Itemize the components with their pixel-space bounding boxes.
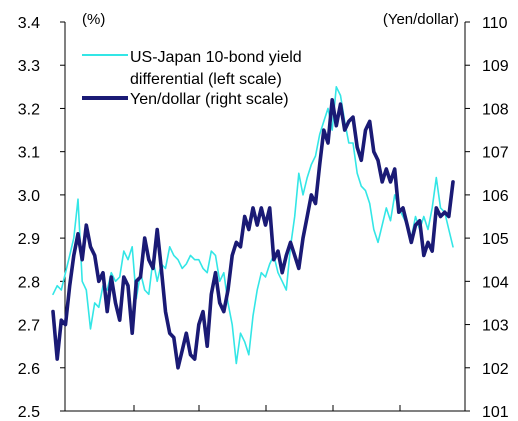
left-tick-label: 3.1 bbox=[18, 145, 40, 162]
left-tick-label: 3.0 bbox=[18, 188, 40, 205]
legend: US-Japan 10-bond yield differential (lef… bbox=[82, 49, 302, 108]
legend-label-yield-line-2: differential (left scale) bbox=[130, 71, 282, 88]
right-tick-label: 103 bbox=[482, 318, 509, 335]
left-tick-label: 3.4 bbox=[18, 15, 40, 32]
left-tick-label: 2.7 bbox=[18, 318, 40, 335]
right-tick-label: 101 bbox=[482, 404, 509, 421]
left-tick-label: 3.2 bbox=[18, 101, 40, 118]
left-tick-label: 2.9 bbox=[18, 231, 40, 248]
left-tick-group: 2.5 2.6 2.7 2.8 2.9 3.0 3.1 3.2 3.3 3.4 bbox=[18, 15, 65, 421]
right-tick-group: 101 102 103 104 105 106 107 108 109 110 bbox=[465, 15, 509, 421]
right-tick-label: 110 bbox=[482, 15, 508, 32]
axes-group bbox=[64, 22, 466, 412]
yield-differential-series-line bbox=[52, 86, 454, 365]
left-tick-label: 2.5 bbox=[18, 404, 40, 421]
right-tick-label: 107 bbox=[482, 145, 509, 162]
left-tick-label: 3.3 bbox=[18, 58, 40, 75]
right-tick-label: 105 bbox=[482, 231, 509, 248]
right-tick-label: 104 bbox=[482, 274, 509, 291]
right-tick-label: 109 bbox=[482, 58, 509, 75]
series-layer bbox=[51, 86, 455, 370]
right-tick-label: 106 bbox=[482, 188, 509, 205]
legend-label-yield-line-1: US-Japan 10-bond yield bbox=[130, 49, 302, 66]
right-tick-label: 108 bbox=[482, 101, 509, 118]
left-axis-unit-label: (%) bbox=[82, 11, 105, 28]
legend-label-yen-dollar: Yen/dollar (right scale) bbox=[130, 91, 289, 108]
left-tick-label: 2.6 bbox=[18, 361, 40, 378]
right-tick-label: 102 bbox=[482, 361, 509, 378]
x-tick-group bbox=[133, 405, 401, 411]
left-tick-label: 2.8 bbox=[18, 274, 40, 291]
right-axis-unit-label: (Yen/dollar) bbox=[383, 11, 459, 28]
yen-dollar-series-line bbox=[51, 98, 455, 370]
